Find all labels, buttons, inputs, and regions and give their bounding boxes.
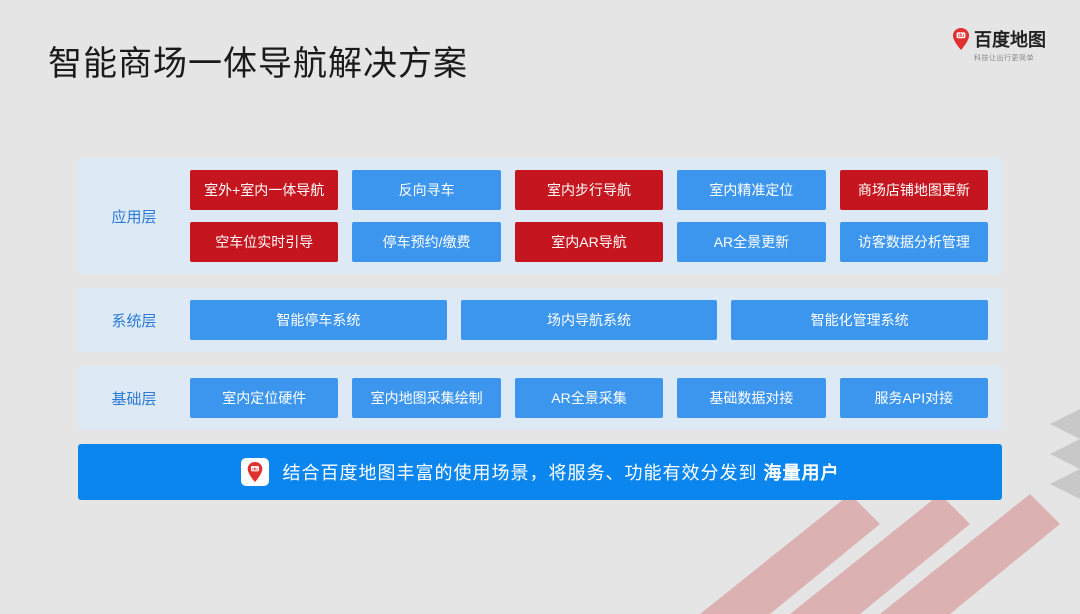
- footer-summary: du 结合百度地图丰富的使用场景，将服务、功能有效分发到 海量用户: [78, 444, 1002, 500]
- page-title: 智能商场一体导航解决方案: [48, 36, 468, 85]
- layer-system: 系统层 智能停车系统 场内导航系统 智能化管理系统: [78, 288, 1002, 352]
- svg-text:du: du: [252, 466, 258, 471]
- layer-row: 室内定位硬件 室内地图采集绘制 AR全景采集 基础数据对接 服务API对接: [190, 378, 988, 418]
- feature-cell: AR全景更新: [677, 222, 825, 262]
- layer-row: 室外+室内一体导航 反向寻车 室内步行导航 室内精准定位 商场店铺地图更新: [190, 170, 988, 210]
- feature-cell: 室外+室内一体导航: [190, 170, 338, 210]
- layer-application: 应用层 室外+室内一体导航 反向寻车 室内步行导航 室内精准定位 商场店铺地图更…: [78, 158, 1002, 274]
- feature-cell: 智能化管理系统: [731, 300, 988, 340]
- layer-label: 基础层: [78, 378, 190, 418]
- brand-name: 百度地图: [974, 26, 1046, 52]
- layer-foundation: 基础层 室内定位硬件 室内地图采集绘制 AR全景采集 基础数据对接 服务API对…: [78, 366, 1002, 430]
- feature-cell: 服务API对接: [840, 378, 988, 418]
- feature-cell: 室内地图采集绘制: [352, 378, 500, 418]
- feature-cell: 室内精准定位: [677, 170, 825, 210]
- layer-label: 应用层: [78, 170, 190, 262]
- footer-emphasis: 海量用户: [764, 463, 840, 483]
- feature-cell: 访客数据分析管理: [840, 222, 988, 262]
- footer-prefix: 结合百度地图丰富的使用场景，将服务、功能有效分发到: [283, 463, 764, 483]
- feature-cell: 空车位实时引导: [190, 222, 338, 262]
- layer-row: 空车位实时引导 停车预约/缴费 室内AR导航 AR全景更新 访客数据分析管理: [190, 222, 988, 262]
- svg-text:du: du: [958, 33, 964, 39]
- feature-cell: 室内步行导航: [515, 170, 663, 210]
- feature-cell: 室内AR导航: [515, 222, 663, 262]
- feature-cell: 反向寻车: [352, 170, 500, 210]
- architecture-stack: 应用层 室外+室内一体导航 反向寻车 室内步行导航 室内精准定位 商场店铺地图更…: [78, 158, 1002, 500]
- layer-label: 系统层: [78, 300, 190, 340]
- feature-cell: 停车预约/缴费: [352, 222, 500, 262]
- feature-cell: AR全景采集: [515, 378, 663, 418]
- footer-text: 结合百度地图丰富的使用场景，将服务、功能有效分发到 海量用户: [283, 459, 840, 485]
- feature-cell: 商场店铺地图更新: [840, 170, 988, 210]
- brand-tagline: 科技让出行更简单: [974, 53, 1034, 63]
- map-pin-icon: du: [241, 458, 269, 486]
- brand-logo: du 百度地图 科技让出行更简单: [952, 26, 1046, 63]
- map-pin-icon: du: [952, 28, 970, 50]
- layer-row: 智能停车系统 场内导航系统 智能化管理系统: [190, 300, 988, 340]
- feature-cell: 基础数据对接: [677, 378, 825, 418]
- feature-cell: 室内定位硬件: [190, 378, 338, 418]
- feature-cell: 智能停车系统: [190, 300, 447, 340]
- feature-cell: 场内导航系统: [461, 300, 718, 340]
